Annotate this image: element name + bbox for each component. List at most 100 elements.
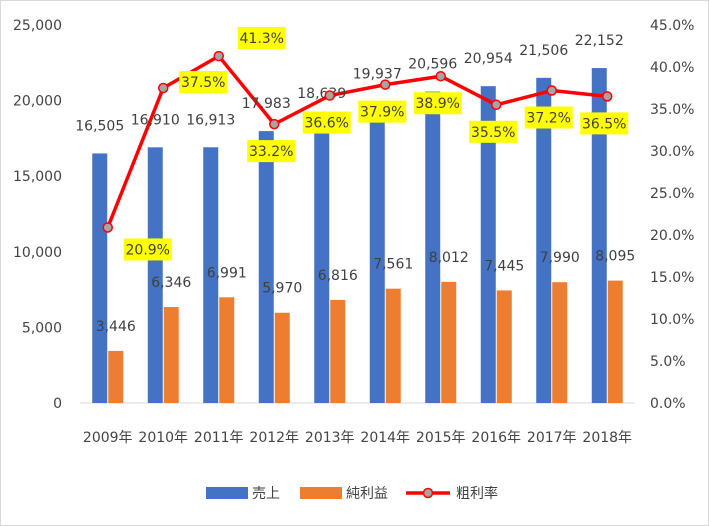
net-profit-bar (496, 290, 512, 403)
gross-margin-marker (158, 82, 169, 94)
gross-margin-data-label: 36.5% (582, 116, 626, 132)
y-right-tick-label: 25.0% (650, 186, 694, 202)
gross-margin-label-bg (580, 112, 629, 135)
sales-bar (314, 121, 330, 404)
gross-margin-label-bg (302, 111, 351, 134)
y-right-tick-label: 0.0% (650, 396, 686, 412)
sales-bar (591, 68, 607, 403)
x-tick-label: 2017年 (527, 430, 577, 446)
net-profit-data-label: 8,012 (429, 250, 469, 266)
gross-margin-label-bg (358, 100, 407, 123)
sales-data-label: 19,937 (353, 67, 402, 83)
x-tick-label: 2009年 (83, 430, 133, 446)
y-right-tick-label: 35.0% (650, 102, 694, 118)
y-right-tick-label: 15.0% (650, 270, 694, 286)
y-left-tick-label: 5,000 (22, 320, 62, 336)
net-profit-data-label: 5,970 (262, 281, 302, 297)
y-left-tick-label: 15,000 (13, 169, 62, 185)
gross-margin-data-label: 35.5% (471, 125, 515, 141)
net-profit-bar (274, 312, 290, 403)
sales-bar (536, 77, 552, 403)
y-right-tick-label: 5.0% (650, 354, 686, 370)
gross-margin-data-label: 20.9% (126, 242, 170, 258)
y-right-tick-label: 40.0% (650, 60, 694, 76)
gross-margin-label-bg (524, 106, 573, 129)
y-left-tick-label: 20,000 (13, 94, 62, 110)
gross-margin-marker (324, 90, 335, 101)
gross-margin-marker (380, 79, 391, 90)
sales-data-label: 20,954 (464, 51, 513, 67)
net-profit-bar (108, 350, 124, 403)
sales-data-label: 21,506 (519, 43, 568, 59)
net-profit-bar (607, 280, 623, 403)
net-profit-data-label: 7,561 (373, 257, 413, 273)
sales-bar (425, 91, 441, 404)
net-profit-data-label: 8,095 (595, 249, 635, 265)
sales-data-label: 17,983 (242, 96, 291, 112)
sales-data-label: 22,152 (575, 33, 624, 49)
sales-bar (480, 86, 496, 403)
gross-margin-data-label: 37.5% (181, 75, 225, 91)
gross-margin-label-bg (179, 71, 228, 93)
sales-bar (147, 147, 163, 403)
y-left-tick-label: 10,000 (13, 245, 62, 261)
gross-margin-marker (546, 85, 557, 96)
y-right-tick-label: 20.0% (650, 228, 694, 244)
sales-data-label: 20,596 (408, 57, 457, 73)
gross-margin-label-bg (247, 140, 296, 163)
legend-swatch-sales (206, 487, 248, 499)
net-profit-bar (163, 307, 179, 403)
net-profit-data-label: 6,816 (318, 268, 358, 284)
net-profit-data-label: 3,446 (96, 319, 136, 335)
gross-margin-marker (435, 70, 446, 82)
legend-label-net-profit: 純利益 (346, 486, 388, 502)
legend-label-gross-margin: 粗利率 (456, 485, 498, 502)
gross-margin-marker (213, 50, 224, 62)
x-tick-label: 2014年 (360, 430, 410, 446)
sales-data-label: 18,639 (297, 86, 346, 102)
sales-bar (369, 101, 385, 404)
net-profit-bar (219, 297, 235, 403)
gross-margin-data-label: 41.3% (240, 31, 284, 47)
sales-bar (92, 153, 108, 403)
gross-margin-marker (269, 118, 280, 130)
y-left-tick-label: 0 (53, 396, 62, 412)
gross-margin-label-bg (123, 238, 172, 261)
x-tick-label: 2013年 (305, 430, 355, 446)
net-profit-bar (552, 282, 568, 403)
x-tick-label: 2011年 (194, 430, 244, 446)
x-tick-label: 2010年 (138, 430, 188, 446)
gross-margin-marker (102, 222, 113, 233)
x-tick-label: 2015年 (416, 430, 466, 446)
y-right-tick-label: 45.0% (650, 18, 694, 34)
gross-margin-label-bg (413, 92, 462, 115)
net-profit-bar (441, 281, 457, 403)
gross-margin-marker (602, 91, 613, 102)
y-left-tick-label: 25,000 (13, 18, 62, 34)
sales-data-label: 16,913 (186, 112, 235, 128)
x-tick-label: 2018年 (582, 430, 632, 446)
sales-data-label: 16,505 (75, 118, 124, 134)
sales-bar (203, 147, 219, 403)
y-right-tick-label: 10.0% (650, 312, 694, 328)
net-profit-data-label: 7,445 (484, 258, 524, 274)
net-profit-data-label: 6,991 (207, 265, 247, 281)
gross-margin-data-label: 36.6% (305, 116, 349, 132)
sales-data-label: 16,910 (131, 112, 180, 128)
gross-margin-data-label: 37.9% (360, 105, 404, 121)
legend-swatch-net-profit (300, 487, 342, 499)
net-profit-bar (330, 299, 346, 403)
x-tick-label: 2012年 (249, 430, 299, 446)
gross-margin-data-label: 38.9% (416, 96, 460, 112)
legend-swatch-gross-margin-marker (422, 487, 434, 499)
x-tick-label: 2016年 (471, 430, 521, 446)
gross-margin-label-bg (237, 27, 286, 50)
gross-margin-label-bg (469, 120, 518, 143)
y-right-tick-label: 30.0% (650, 144, 694, 160)
legend-label-sales: 売上 (252, 486, 280, 502)
gross-margin-data-label: 33.2% (249, 144, 293, 160)
gross-margin-data-label: 37.2% (527, 111, 571, 127)
net-profit-bar (385, 288, 401, 403)
